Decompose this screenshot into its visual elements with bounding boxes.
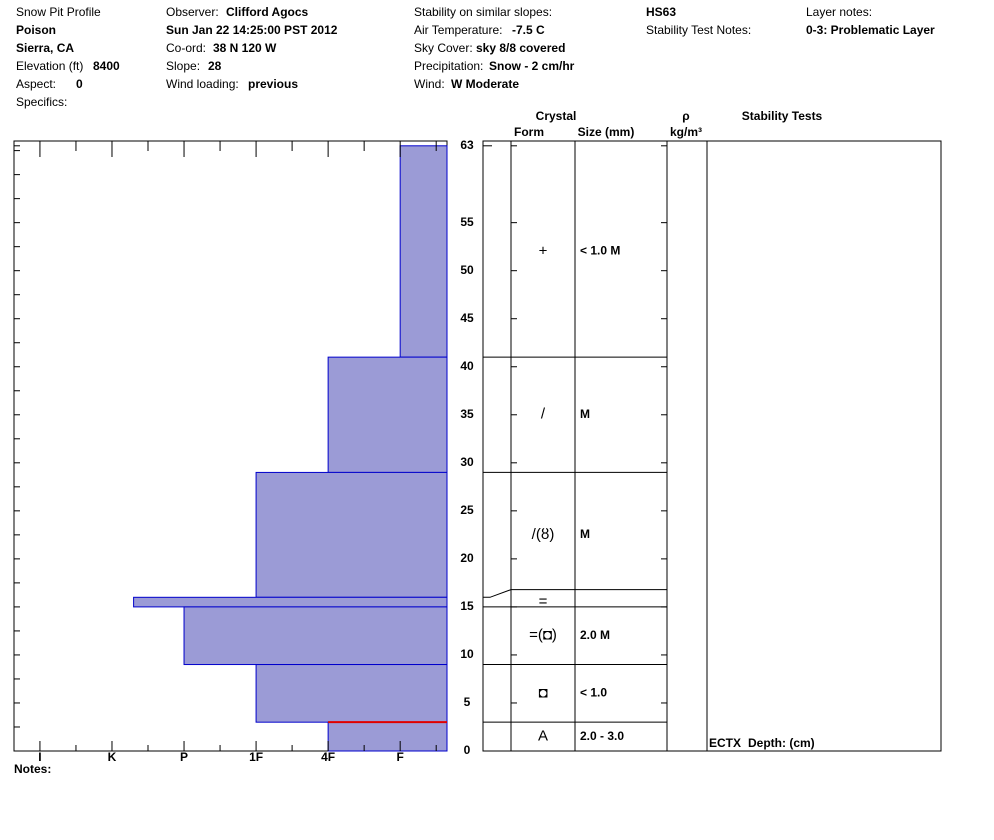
value: previous	[248, 77, 298, 91]
label: Air Temperature:	[414, 23, 502, 37]
hardness-bar	[327, 721, 448, 752]
column-header: Size (mm)	[578, 125, 635, 139]
y-tick-label: 30	[460, 455, 474, 469]
column-header: ρ	[682, 109, 689, 123]
crystal-size: 2.0 - 3.0	[580, 729, 624, 743]
crystal-form: ◘	[538, 684, 547, 701]
label: Layer notes:	[806, 5, 872, 19]
column-header: Stability Tests	[742, 109, 823, 123]
hardness-bar	[255, 471, 448, 598]
value: -7.5 C	[512, 23, 545, 37]
x-tick-label: P	[180, 750, 188, 764]
location: Poison	[16, 23, 56, 37]
y-tick-label: 45	[460, 311, 474, 325]
crystal-form: /(ȣ)	[532, 526, 555, 543]
y-tick-label: 5	[464, 695, 471, 709]
y-tick-label: 25	[460, 503, 474, 517]
notes: Notes:	[14, 762, 51, 776]
value: 38 N 120 W	[213, 41, 277, 55]
value: 0	[76, 77, 83, 91]
hs: HS63	[646, 5, 676, 19]
hardness-bar	[399, 145, 448, 358]
stability-test: ECTX	[709, 736, 741, 750]
value: Snow - 2 cm/hr	[489, 59, 575, 73]
label: Precipitation:	[414, 59, 483, 73]
x-tick-label: 4F	[321, 750, 335, 764]
crystal-form: /	[541, 406, 546, 423]
crystal-form: =(◘)	[529, 627, 557, 644]
depth-label: Depth: (cm)	[748, 736, 815, 750]
label: Co-ord:	[166, 41, 206, 55]
y-tick-label: 0	[464, 743, 471, 757]
table-frame	[482, 140, 942, 752]
x-tick-label: I	[38, 750, 41, 764]
label: Stability Test Notes:	[646, 23, 751, 37]
label: Sky Cover:	[414, 41, 473, 55]
value: 0-3: Problematic Layer	[806, 23, 935, 37]
crystal-form: +	[539, 242, 548, 259]
crystal-size: < 1.0 M	[580, 244, 620, 258]
column-header: Crystal	[536, 109, 577, 123]
label: Wind loading:	[166, 77, 239, 91]
label: Specifics:	[16, 95, 67, 109]
value: 8400	[93, 59, 120, 73]
label: Observer:	[166, 5, 219, 19]
value: 28	[208, 59, 222, 73]
hardness-bar	[183, 606, 448, 666]
label: Wind:	[414, 77, 445, 91]
y-tick-label: 55	[460, 215, 474, 229]
label: Stability on similar slopes:	[414, 5, 552, 19]
y-tick-label: 10	[460, 647, 474, 661]
y-tick-label: 63	[460, 138, 474, 152]
crystal-size: M	[580, 407, 590, 421]
value: Clifford Agocs	[226, 5, 309, 19]
column-header: kg/m³	[670, 125, 702, 139]
label: Slope:	[166, 59, 200, 73]
crystal-size: M	[580, 527, 590, 541]
y-tick-label: 15	[460, 599, 474, 613]
value: sky 8/8 covered	[476, 41, 565, 55]
hardness-bar	[255, 664, 448, 723]
column-header: Form	[514, 125, 544, 139]
layer-boundary	[483, 589, 667, 598]
y-tick-label: 20	[460, 551, 474, 565]
date: Sun Jan 22 14:25:00 PST 2012	[166, 23, 338, 37]
label: Aspect:	[16, 77, 56, 91]
hardness-bar	[133, 596, 448, 608]
x-tick-label: K	[108, 750, 117, 764]
y-tick-label: 50	[460, 263, 474, 277]
x-tick-label: F	[396, 750, 403, 764]
crystal-size: 2.0 M	[580, 628, 610, 642]
y-tick-label: 35	[460, 407, 474, 421]
label: Elevation (ft)	[16, 59, 83, 73]
region: Sierra, CA	[16, 41, 74, 55]
value: W Moderate	[451, 77, 519, 91]
x-tick-label: 1F	[249, 750, 263, 764]
y-tick-label: 40	[460, 359, 474, 373]
hardness-bar	[327, 356, 448, 473]
crystal-size: < 1.0	[580, 686, 607, 700]
title: Snow Pit Profile	[16, 5, 101, 19]
crystal-form: =	[539, 593, 548, 610]
crystal-form: A	[538, 728, 548, 745]
